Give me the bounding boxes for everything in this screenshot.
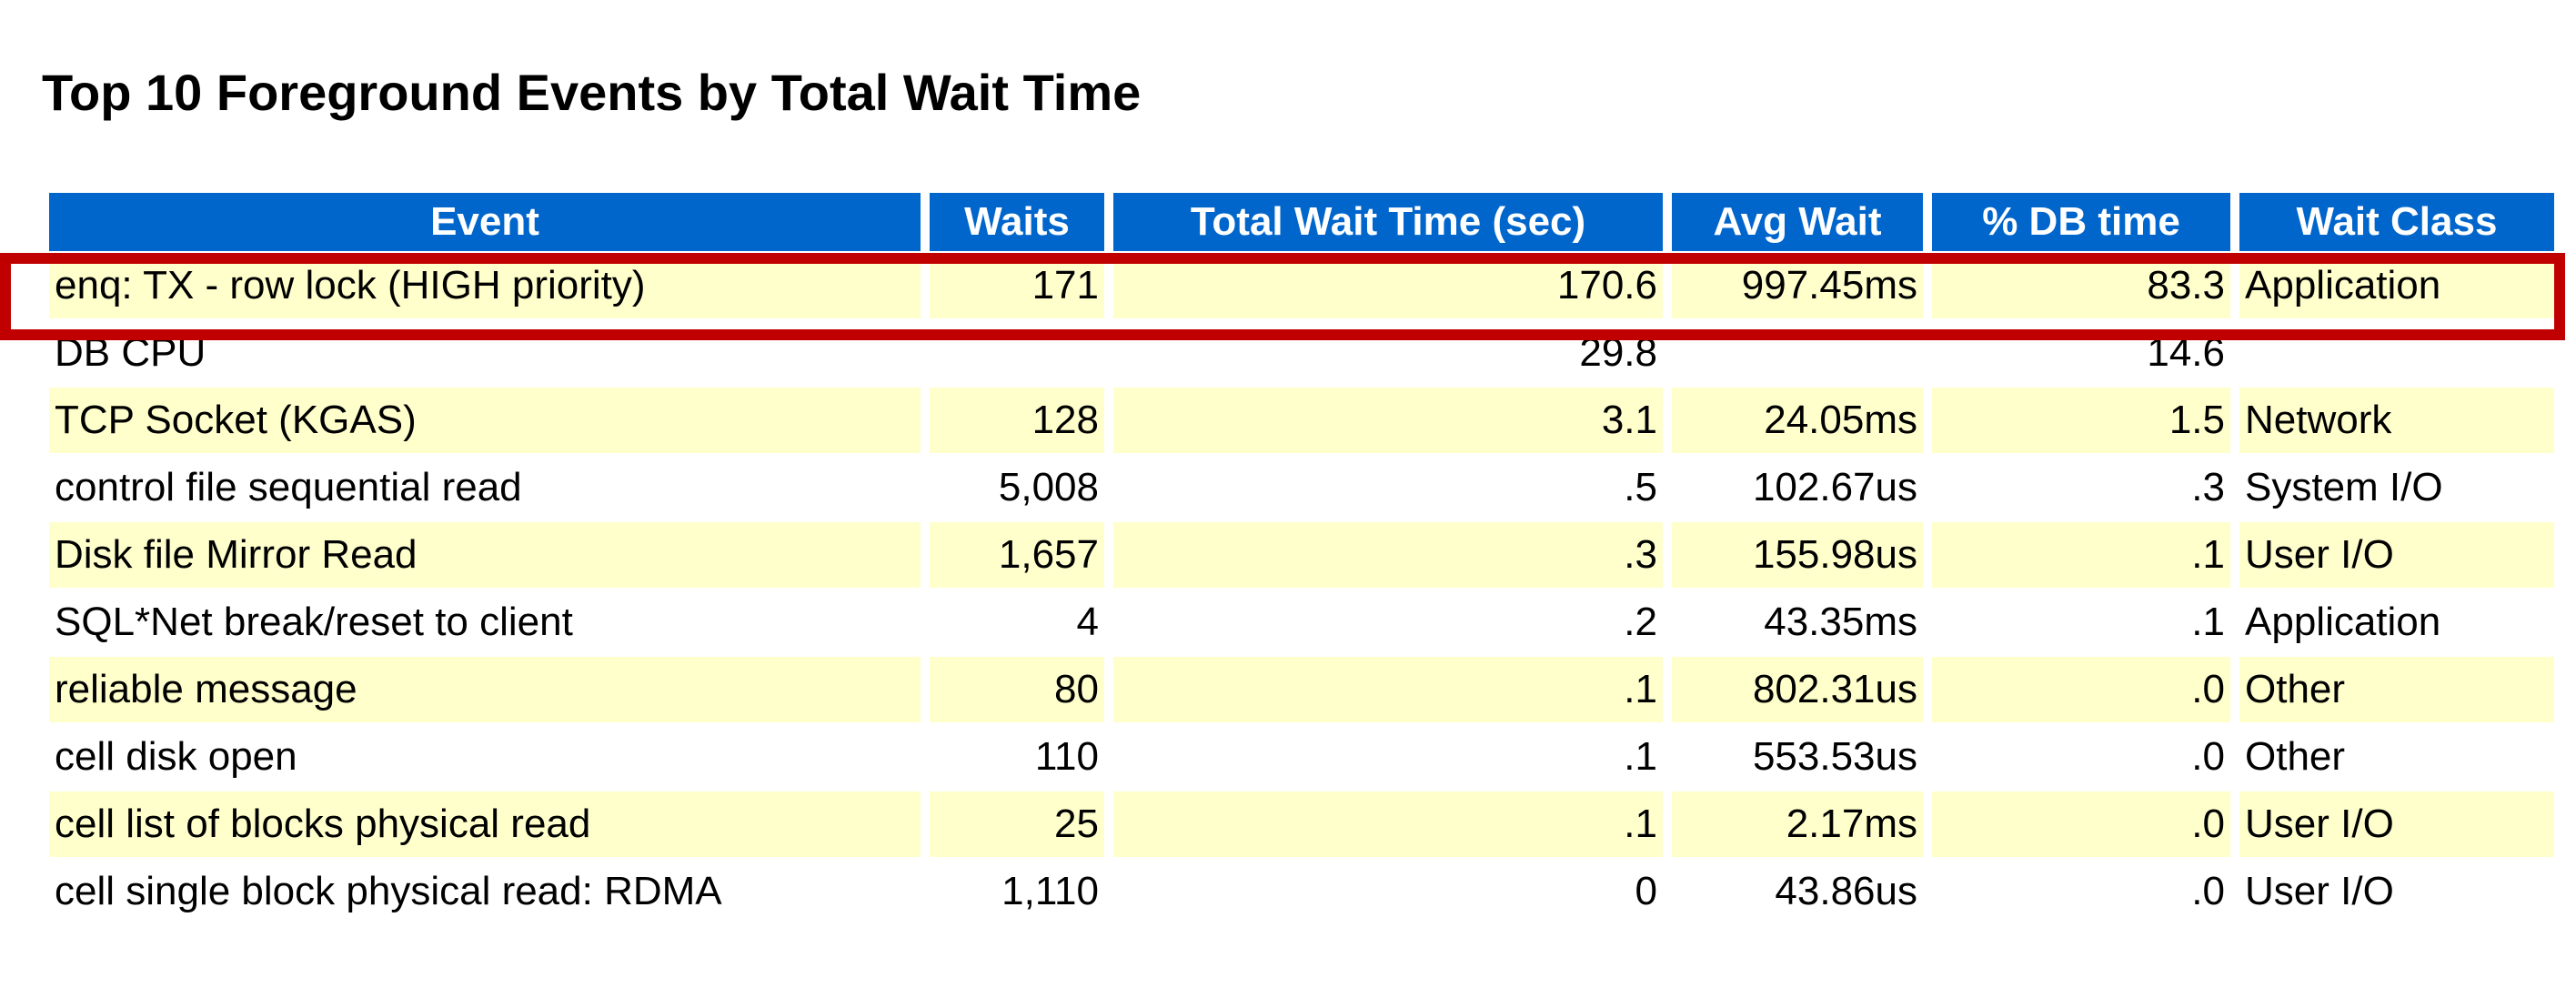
table-row: TCP Socket (KGAS) 128 3.1 24.05ms 1.5 Ne…: [49, 388, 2554, 453]
cell-pct-db-time: .0: [1932, 657, 2230, 722]
cell-pct-db-time: .0: [1932, 724, 2230, 790]
table-row: Disk file Mirror Read 1,657 .3 155.98us …: [49, 522, 2554, 588]
cell-total-wait: .1: [1113, 724, 1663, 790]
cell-waits: [930, 320, 1104, 386]
table-row: control file sequential read 5,008 .5 10…: [49, 455, 2554, 520]
cell-total-wait: .5: [1113, 455, 1663, 520]
report-title: Top 10 Foreground Events by Total Wait T…: [42, 64, 1142, 121]
table-row: enq: TX - row lock (HIGH priority) 171 1…: [49, 253, 2554, 318]
cell-event: reliable message: [49, 657, 921, 722]
cell-event: TCP Socket (KGAS): [49, 388, 921, 453]
column-header-event: Event: [49, 193, 921, 251]
cell-avg-wait: 24.05ms: [1672, 388, 1923, 453]
cell-total-wait: 3.1: [1113, 388, 1663, 453]
cell-waits: 4: [930, 590, 1104, 655]
cell-pct-db-time: 14.6: [1932, 320, 2230, 386]
cell-total-wait: .3: [1113, 522, 1663, 588]
cell-event: SQL*Net break/reset to client: [49, 590, 921, 655]
cell-waits: 171: [930, 253, 1104, 318]
cell-waits: 5,008: [930, 455, 1104, 520]
cell-pct-db-time: .1: [1932, 590, 2230, 655]
cell-wait-class: Application: [2239, 253, 2554, 318]
cell-pct-db-time: .0: [1932, 791, 2230, 857]
table-row: cell disk open 110 .1 553.53us .0 Other: [49, 724, 2554, 790]
cell-pct-db-time: .3: [1932, 455, 2230, 520]
cell-total-wait: .1: [1113, 657, 1663, 722]
cell-event: Disk file Mirror Read: [49, 522, 921, 588]
column-header-pct-db-time: % DB time: [1932, 193, 2230, 251]
cell-avg-wait: 802.31us: [1672, 657, 1923, 722]
cell-event: cell list of blocks physical read: [49, 791, 921, 857]
cell-event: cell disk open: [49, 724, 921, 790]
table-body: enq: TX - row lock (HIGH priority) 171 1…: [49, 253, 2554, 924]
cell-avg-wait: 997.45ms: [1672, 253, 1923, 318]
cell-total-wait: 29.8: [1113, 320, 1663, 386]
cell-waits: 80: [930, 657, 1104, 722]
cell-avg-wait: 43.86us: [1672, 859, 1923, 924]
cell-waits: 110: [930, 724, 1104, 790]
column-header-total-wait-time: Total Wait Time (sec): [1113, 193, 1663, 251]
cell-event: cell single block physical read: RDMA: [49, 859, 921, 924]
table-row: reliable message 80 .1 802.31us .0 Other: [49, 657, 2554, 722]
cell-pct-db-time: .0: [1932, 859, 2230, 924]
cell-pct-db-time: 83.3: [1932, 253, 2230, 318]
cell-pct-db-time: .1: [1932, 522, 2230, 588]
table-row: cell single block physical read: RDMA 1,…: [49, 859, 2554, 924]
cell-wait-class: Application: [2239, 590, 2554, 655]
cell-event: control file sequential read: [49, 455, 921, 520]
table-row: DB CPU 29.8 14.6: [49, 320, 2554, 386]
cell-avg-wait: 43.35ms: [1672, 590, 1923, 655]
cell-total-wait: 0: [1113, 859, 1663, 924]
cell-wait-class: User I/O: [2239, 791, 2554, 857]
table-row: cell list of blocks physical read 25 .1 …: [49, 791, 2554, 857]
table-row: SQL*Net break/reset to client 4 .2 43.35…: [49, 590, 2554, 655]
cell-total-wait: .2: [1113, 590, 1663, 655]
cell-wait-class: User I/O: [2239, 522, 2554, 588]
cell-total-wait: 170.6: [1113, 253, 1663, 318]
cell-wait-class: System I/O: [2239, 455, 2554, 520]
top-events-table: Event Waits Total Wait Time (sec) Avg Wa…: [40, 191, 2563, 926]
column-header-wait-class: Wait Class: [2239, 193, 2554, 251]
cell-waits: 1,657: [930, 522, 1104, 588]
table-header-row: Event Waits Total Wait Time (sec) Avg Wa…: [49, 193, 2554, 251]
cell-total-wait: .1: [1113, 791, 1663, 857]
column-header-waits: Waits: [930, 193, 1104, 251]
cell-wait-class: Network: [2239, 388, 2554, 453]
cell-wait-class: [2239, 320, 2554, 386]
column-header-avg-wait: Avg Wait: [1672, 193, 1923, 251]
cell-waits: 128: [930, 388, 1104, 453]
cell-wait-class: User I/O: [2239, 859, 2554, 924]
cell-avg-wait: 553.53us: [1672, 724, 1923, 790]
cell-event: DB CPU: [49, 320, 921, 386]
cell-pct-db-time: 1.5: [1932, 388, 2230, 453]
cell-avg-wait: 102.67us: [1672, 455, 1923, 520]
cell-avg-wait: 155.98us: [1672, 522, 1923, 588]
cell-waits: 25: [930, 791, 1104, 857]
cell-wait-class: Other: [2239, 657, 2554, 722]
cell-event: enq: TX - row lock (HIGH priority): [49, 253, 921, 318]
cell-wait-class: Other: [2239, 724, 2554, 790]
cell-avg-wait: [1672, 320, 1923, 386]
cell-waits: 1,110: [930, 859, 1104, 924]
cell-avg-wait: 2.17ms: [1672, 791, 1923, 857]
